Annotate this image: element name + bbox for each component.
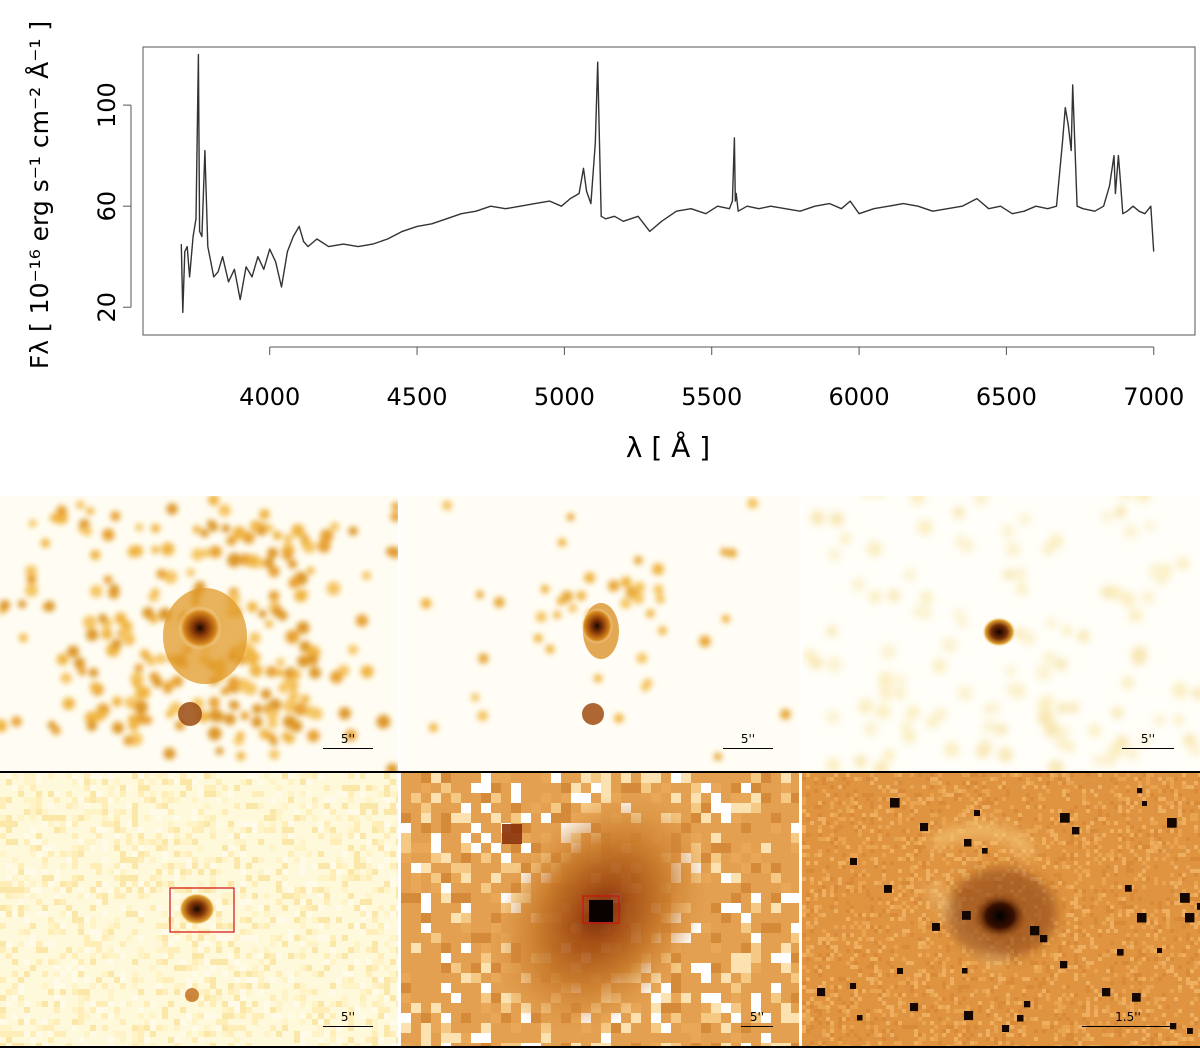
zoom-box	[582, 895, 620, 924]
x-tick-label: 6000	[829, 383, 890, 411]
scale-label: 5''	[340, 1010, 356, 1024]
x-tick-label: 5500	[681, 383, 742, 411]
scale-label: 5''	[340, 732, 356, 746]
image-panel-4: 5''	[0, 773, 398, 1046]
x-axis-label: λ [ Å ]	[626, 430, 710, 464]
scale-bar	[1122, 748, 1174, 749]
bottom-border	[0, 1046, 1200, 1048]
scale-label: 5''	[1140, 732, 1156, 746]
scale-bar	[723, 748, 773, 749]
y-tick-label: 60	[93, 191, 121, 222]
row-divider	[0, 771, 1200, 773]
spectrum-series	[180, 53, 1155, 313]
scale-bar	[1082, 1026, 1174, 1027]
y-axis: 20 60 100	[93, 82, 132, 323]
scale-label: 5''	[740, 732, 756, 746]
x-axis: 4000 4500 5000 5500 6000 6500 7000	[239, 346, 1184, 411]
image-panel-2: 5''	[401, 496, 799, 771]
y-tick-label: 100	[93, 82, 121, 128]
x-tick-label: 5000	[534, 383, 595, 411]
x-tick-label: 4000	[239, 383, 300, 411]
x-tick-label: 7000	[1123, 383, 1184, 411]
spectrum-line	[180, 53, 1155, 313]
image-panel-6: 1.5''	[802, 773, 1200, 1046]
spectrum-chart: 4000 4500 5000 5500 6000 6500 7000 20 60 100 λ […	[25, 21, 1196, 464]
plot-frame	[142, 46, 1196, 336]
scale-bar	[323, 748, 373, 749]
image-panel-5: 5''	[401, 773, 799, 1046]
scale-label: 5''	[749, 1010, 765, 1024]
scale-label: 1.5''	[1115, 1010, 1141, 1024]
y-axis-label: Fλ [ 10⁻¹⁶ erg s⁻¹ cm⁻² Å⁻¹ ]	[25, 21, 54, 369]
x-tick-label: 6500	[976, 383, 1037, 411]
image-panel-3: 5''	[802, 496, 1200, 771]
x-tick-label: 4500	[387, 383, 448, 411]
scale-bar	[323, 1026, 373, 1027]
zoom-box	[169, 887, 235, 933]
scale-bar	[741, 1026, 773, 1027]
image-panel-1: 5''	[0, 496, 398, 771]
y-tick-label: 20	[93, 292, 121, 323]
